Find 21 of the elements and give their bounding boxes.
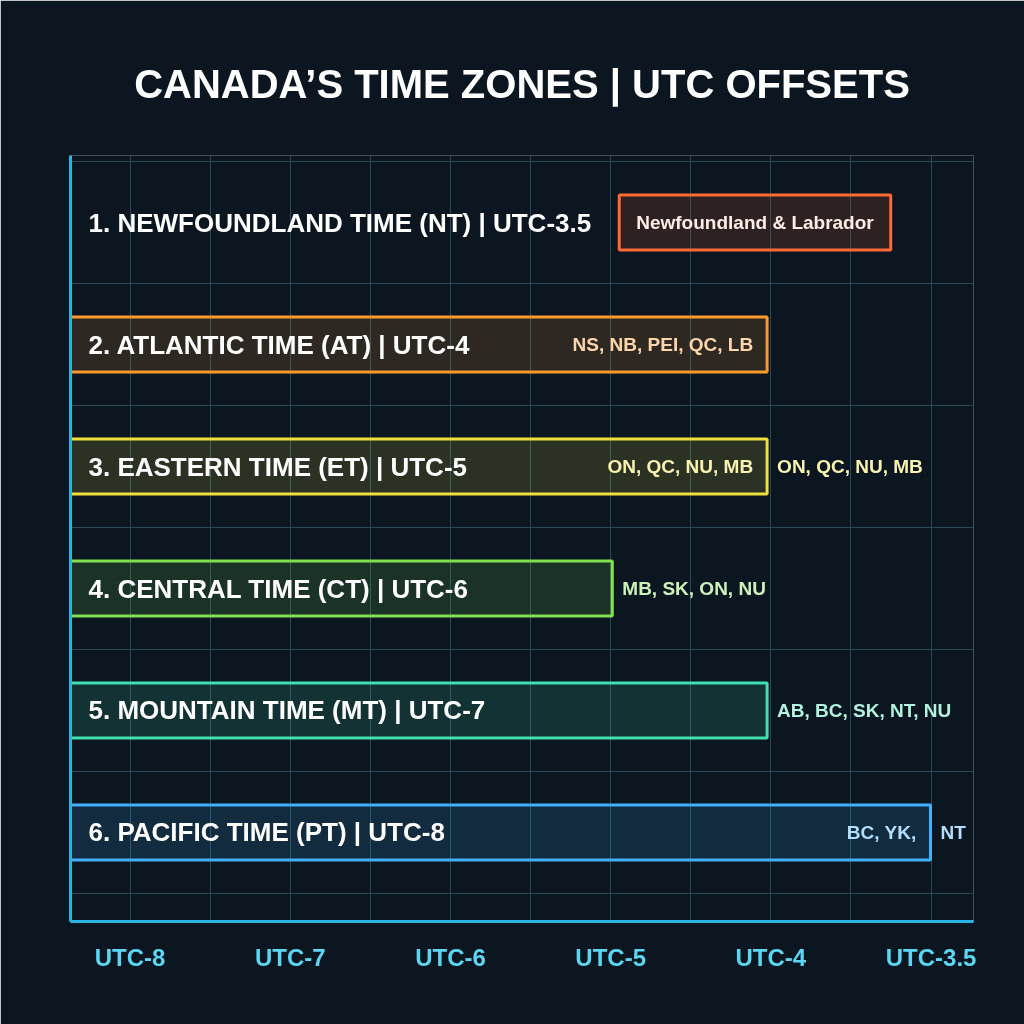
annotation: NS, NB, PEI, QC, LB [572,334,754,356]
text: UTC-7 [254,943,326,971]
annotation: BC, YK, [846,821,917,843]
y-tick-label: 3. EASTERN TIME (ET) | UTC-5 [88,451,468,482]
annotation: ON, QC, NU, MB [607,456,754,478]
y-tick-label: 1. NEWFOUNDLAND TIME (NT) | UTC-3.5 [88,207,592,238]
annotation: AB, BC, SK, NT, NU [777,699,952,721]
y-tick-label: 5. MOUNTAIN TIME (MT) | UTC-7 [88,695,486,726]
annotation: Newfoundland & Labrador [636,212,875,234]
text: UTC-6 [415,943,486,971]
chart-title: CANADA’S TIME ZONES | UTC OFFSETS [134,61,910,107]
text: UTC-5 [575,943,647,971]
annotation: ON, QC, NU, MB [777,456,923,478]
text: UTC-8 [94,943,166,971]
y-tick-label: 2. ATLANTIC TIME (AT) | UTC-4 [88,329,470,360]
y-tick-label: 4. CENTRAL TIME (CT) | UTC-6 [88,573,468,604]
annotation: MB, SK, ON, NU [622,578,766,600]
annotation: NT [940,821,967,843]
y-tick-label: 6. PACIFIC TIME (PT) | UTC-8 [88,817,445,848]
text: UTC-4 [735,943,807,971]
text: UTC-3.5 [885,943,977,971]
